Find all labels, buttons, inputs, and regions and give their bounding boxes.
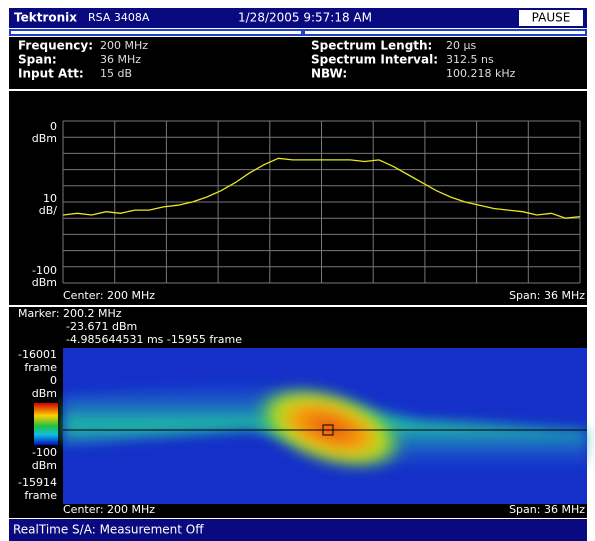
stripe-right xyxy=(305,31,585,34)
status-text: RealTime S/A: Measurement Off xyxy=(13,523,204,537)
bottom-frame-unit: frame xyxy=(24,489,57,502)
stripe-left xyxy=(11,31,301,34)
scale-unit: dB/ xyxy=(39,204,58,217)
spectrogram-image xyxy=(63,348,587,504)
pause-label[interactable]: PAUSE xyxy=(532,11,571,25)
color-bottom: -100 xyxy=(32,446,57,459)
span-label: Span: 36 MHz xyxy=(509,503,585,516)
setting-value: 200 MHz xyxy=(100,39,148,52)
setting-value: 312.5 ns xyxy=(446,53,494,66)
bottom-frame: -15914 xyxy=(18,476,57,489)
screen: Tektronix RSA 3408A 1/28/2005 9:57:18 AM… xyxy=(0,0,595,541)
setting-value: 100.218 kHz xyxy=(446,67,516,80)
color-bottom-unit: dBm xyxy=(32,459,57,472)
datetime: 1/28/2005 9:57:18 AM xyxy=(238,11,372,25)
span-label: Span: 36 MHz xyxy=(509,289,585,302)
color-top: 0 xyxy=(50,374,57,387)
top-frame-unit: frame xyxy=(24,361,57,374)
brand: Tektronix xyxy=(14,11,77,25)
setting-label: NBW: xyxy=(311,67,347,81)
center-label: Center: 200 MHz xyxy=(63,289,155,302)
spectrum-panel xyxy=(9,91,587,305)
setting-value: 36 MHz xyxy=(100,53,141,66)
setting-label: Input Att: xyxy=(18,67,84,81)
setting-label: Span: xyxy=(18,53,57,67)
color-top-unit: dBm xyxy=(32,387,57,400)
setting-label: Frequency: xyxy=(18,39,93,53)
center-label: Center: 200 MHz xyxy=(63,503,155,516)
marker-freq: Marker: 200.2 MHz xyxy=(18,307,122,320)
setting-value: 20 µs xyxy=(446,39,476,52)
marker-time: -4.985644531 ms -15955 frame xyxy=(66,333,242,346)
marker-level: -23.671 dBm xyxy=(66,320,137,333)
setting-label: Spectrum Length: xyxy=(311,39,432,53)
setting-value: 15 dB xyxy=(100,67,132,80)
model: RSA 3408A xyxy=(88,11,150,24)
top-frame: -16001 xyxy=(18,348,57,361)
color-bar xyxy=(34,403,58,445)
bottom-unit: dBm xyxy=(32,276,57,289)
setting-label: Spectrum Interval: xyxy=(311,53,438,67)
info-panel xyxy=(9,37,587,89)
top-unit: dBm xyxy=(32,132,57,145)
